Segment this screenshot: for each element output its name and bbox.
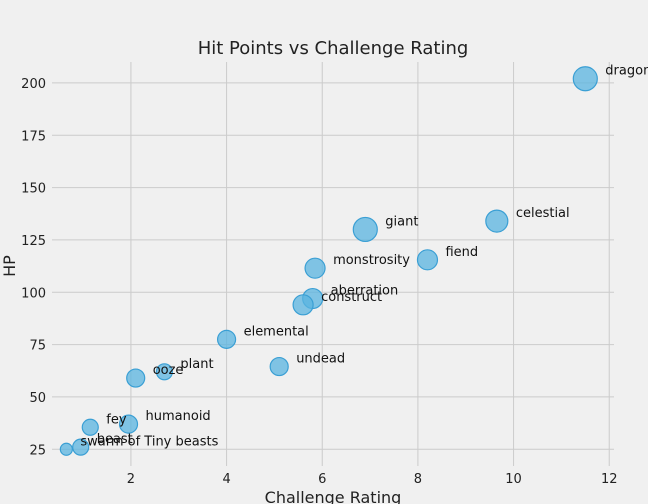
data-point (59, 442, 73, 456)
y-tick-label: 150 (21, 182, 46, 197)
grid (52, 62, 614, 466)
point-label: fey (106, 412, 127, 427)
point-label: giant (385, 214, 418, 229)
point-label: fiend (445, 245, 478, 260)
x-tick-label: 2 (127, 472, 135, 487)
point-label: aberration (331, 284, 399, 299)
data-point (118, 414, 139, 434)
y-tick-label: 50 (29, 391, 46, 406)
y-tick-label: 200 (21, 77, 46, 92)
x-tick-label: 10 (505, 472, 522, 487)
point-label: undead (296, 352, 345, 367)
data-point (72, 438, 90, 456)
data-point (126, 368, 146, 388)
y-tick-label: 125 (21, 234, 46, 249)
y-axis-label: HP (0, 255, 19, 277)
y-tick-labels: 25 50 75 100 125 150 175 200 (21, 77, 46, 458)
data-point (269, 356, 289, 377)
x-tick-label: 12 (601, 472, 618, 487)
y-tick-label: 25 (29, 443, 46, 458)
data-points (59, 66, 598, 456)
data-point (304, 257, 326, 279)
x-tick-labels: 2 4 6 8 10 12 (127, 472, 618, 487)
x-tick-label: 8 (414, 472, 422, 487)
point-label: monstrosity (333, 253, 410, 268)
y-tick-label: 75 (29, 339, 46, 354)
data-point (216, 329, 237, 349)
point-label: celestial (516, 206, 570, 221)
point-label: plant (180, 357, 213, 372)
data-point (416, 249, 439, 271)
point-label: humanoid (146, 409, 211, 424)
data-point (155, 363, 173, 381)
y-tick-label: 100 (21, 286, 46, 301)
data-point (485, 209, 509, 233)
x-tick-label: 6 (318, 472, 326, 487)
point-label: swarm of Tiny beasts (80, 434, 218, 449)
data-point (292, 294, 314, 316)
point-label: dragon (605, 64, 648, 79)
x-tick-label: 4 (222, 472, 230, 487)
chart-title: Hit Points vs Challenge Rating (198, 38, 469, 59)
point-label: elemental (244, 324, 309, 339)
x-axis-label: Challenge Rating (265, 488, 402, 504)
point-label: construct (321, 290, 382, 305)
y-tick-label: 175 (21, 129, 46, 144)
data-point (572, 66, 598, 92)
point-label: ooze (153, 363, 184, 378)
point-label: beast (97, 432, 133, 447)
data-point (352, 216, 378, 243)
point-labels: dragon celestial giant fiend monstrosity aber… (80, 64, 648, 450)
data-point (81, 418, 99, 436)
